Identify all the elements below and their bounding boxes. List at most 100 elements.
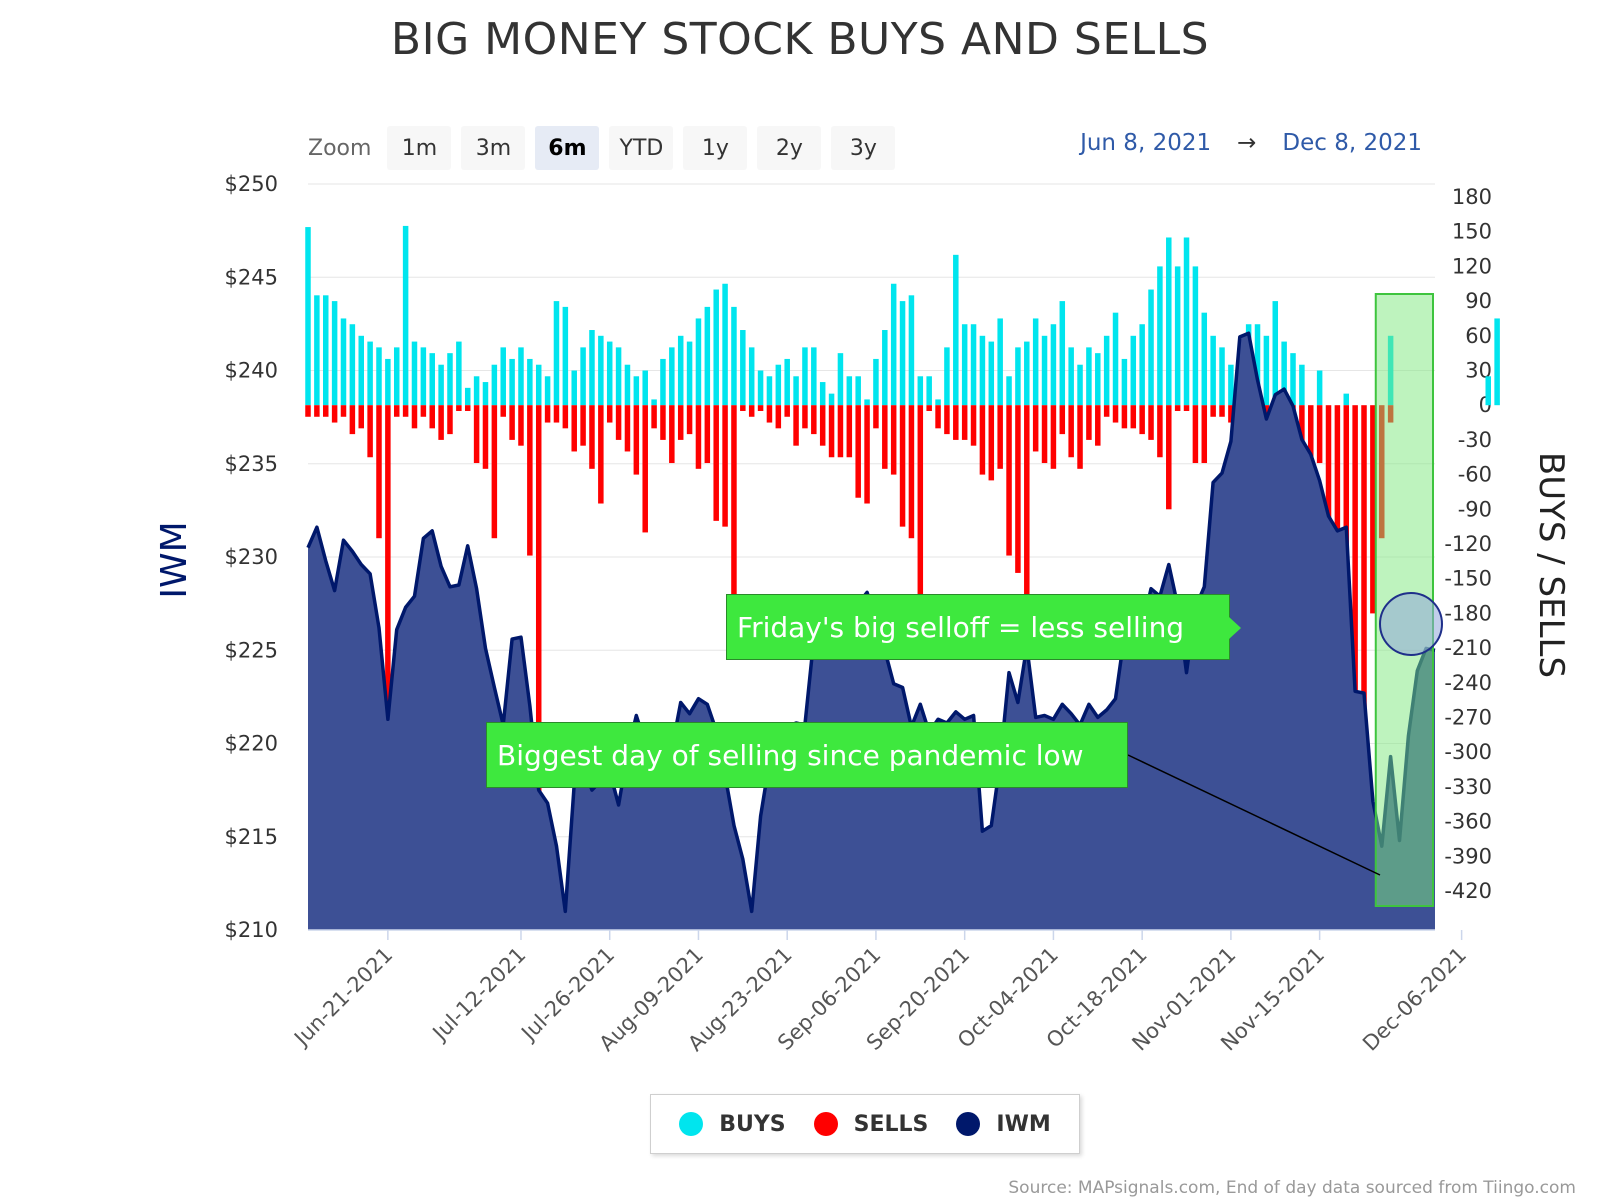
zoom-label: Zoom bbox=[308, 135, 372, 161]
zoom-button-3m[interactable]: 3m bbox=[461, 126, 526, 170]
sell-bar bbox=[1032, 405, 1039, 452]
buy-bar bbox=[677, 335, 684, 406]
buy-bar bbox=[1077, 364, 1083, 406]
sell-bar bbox=[819, 405, 826, 446]
legend-item-buys[interactable]: BUYS bbox=[679, 1111, 786, 1137]
sell-bar bbox=[438, 405, 444, 440]
buy-bar bbox=[402, 225, 409, 406]
buy-bar bbox=[1148, 289, 1154, 406]
buy-bar bbox=[917, 376, 924, 406]
sell-bar bbox=[890, 405, 897, 475]
sell-bar bbox=[1041, 405, 1048, 464]
left-axis: $250 $245 $240 $235 $230 $225 $220 $215 $210 IWM bbox=[154, 172, 278, 942]
sell-bar bbox=[802, 405, 808, 429]
buy-bar bbox=[1157, 266, 1163, 406]
buy-bar bbox=[553, 301, 560, 406]
zoom-button-3y[interactable]: 3y bbox=[831, 126, 896, 170]
y-tick-right: -270 bbox=[1444, 706, 1492, 730]
sell-bar bbox=[1210, 405, 1216, 417]
sell-bar bbox=[314, 405, 320, 417]
y-axis-title-right: BUYS / SELLS bbox=[1531, 452, 1571, 678]
y-tick-right: -300 bbox=[1444, 740, 1492, 764]
sell-bar bbox=[953, 405, 959, 440]
buy-bar bbox=[447, 353, 453, 406]
sell-bar bbox=[855, 405, 861, 498]
buy-bar bbox=[660, 358, 666, 406]
sell-bar bbox=[331, 405, 338, 423]
buy-bar bbox=[1316, 370, 1323, 406]
buy-bar bbox=[518, 347, 524, 406]
legend-iwm-marker bbox=[956, 1112, 981, 1136]
y-tick-right: 90 bbox=[1465, 289, 1492, 313]
legend-buys-label: BUYS bbox=[719, 1111, 786, 1137]
buy-bar bbox=[473, 376, 480, 406]
buy-bar bbox=[491, 364, 498, 406]
sell-bar bbox=[500, 405, 506, 417]
buy-bar bbox=[456, 341, 462, 406]
sell-bar bbox=[1015, 405, 1021, 573]
sell-bar bbox=[917, 405, 924, 608]
sell-bar bbox=[846, 405, 853, 458]
y-tick-left: $230 bbox=[225, 545, 278, 569]
zoom-button-6m[interactable]: 6m bbox=[535, 126, 600, 170]
sell-bar bbox=[1095, 405, 1101, 446]
legend-item-sells[interactable]: SELLS bbox=[813, 1112, 928, 1137]
range-from[interactable]: Jun 8, 2021 bbox=[1080, 130, 1212, 156]
buy-bar bbox=[882, 330, 888, 406]
sell-bar bbox=[811, 405, 817, 435]
legend-item-iwm[interactable]: IWM bbox=[956, 1112, 1051, 1137]
zoom-button-1m[interactable]: 1m bbox=[387, 126, 452, 170]
buy-bar bbox=[695, 318, 702, 406]
sell-bar bbox=[775, 405, 782, 429]
x-tick-label: Dec-06-2021 bbox=[1358, 943, 1471, 1056]
sell-bar bbox=[1325, 405, 1332, 591]
sell-bar bbox=[393, 405, 400, 417]
zoom-button-2y[interactable]: 2y bbox=[757, 126, 822, 170]
sell-bar bbox=[1148, 405, 1154, 440]
annotation-biggest-selling: Biggest day of selling since pandemic lo… bbox=[486, 722, 1128, 788]
zoom-button-1y[interactable]: 1y bbox=[683, 126, 748, 170]
sell-bar bbox=[731, 405, 737, 602]
sell-bar bbox=[704, 405, 711, 464]
buy-bar bbox=[358, 335, 364, 406]
sell-bar bbox=[1219, 405, 1225, 417]
sell-bar bbox=[420, 405, 427, 417]
sell-bar bbox=[1050, 405, 1057, 469]
range-to[interactable]: Dec 8, 2021 bbox=[1282, 130, 1422, 156]
sell-bar bbox=[686, 405, 693, 435]
sell-bar bbox=[882, 405, 888, 469]
buy-bar bbox=[438, 364, 444, 406]
buy-bar bbox=[642, 370, 648, 406]
buy-bar bbox=[837, 353, 844, 406]
buy-bar bbox=[811, 347, 817, 406]
buy-bar bbox=[420, 347, 427, 406]
x-tick-label: Jun-21-2021 bbox=[288, 943, 397, 1052]
y-tick-left: $240 bbox=[225, 359, 278, 383]
y-tick-right: -330 bbox=[1444, 775, 1492, 799]
sell-bar bbox=[1166, 405, 1172, 510]
buy-bar bbox=[385, 358, 391, 406]
zoom-bar: Zoom 1m 3m 6m YTD 1y 2y 3y bbox=[308, 126, 905, 170]
buy-bar bbox=[1121, 358, 1128, 406]
sell-bar bbox=[864, 405, 870, 504]
sell-bar bbox=[1157, 405, 1163, 458]
buy-bar bbox=[651, 399, 657, 406]
sell-bar bbox=[1361, 405, 1367, 897]
sell-bar bbox=[1352, 405, 1358, 886]
zoom-button-ytd[interactable]: YTD bbox=[609, 126, 674, 170]
buy-bar bbox=[464, 387, 471, 406]
buy-bar bbox=[935, 399, 941, 406]
buy-bar bbox=[873, 358, 879, 406]
y-tick-right: 120 bbox=[1452, 254, 1492, 278]
sell-bar bbox=[624, 405, 631, 452]
overlay-group bbox=[1127, 293, 1443, 907]
sell-bar bbox=[589, 405, 595, 469]
sell-bar bbox=[385, 405, 391, 874]
y-tick-right: -60 bbox=[1458, 463, 1492, 487]
buy-bar bbox=[1494, 318, 1500, 406]
sell-bar bbox=[1068, 405, 1074, 458]
buy-bar bbox=[544, 376, 551, 406]
sell-bar bbox=[695, 405, 702, 469]
sell-bar bbox=[491, 405, 498, 539]
annotation-leader-line bbox=[1127, 754, 1381, 876]
